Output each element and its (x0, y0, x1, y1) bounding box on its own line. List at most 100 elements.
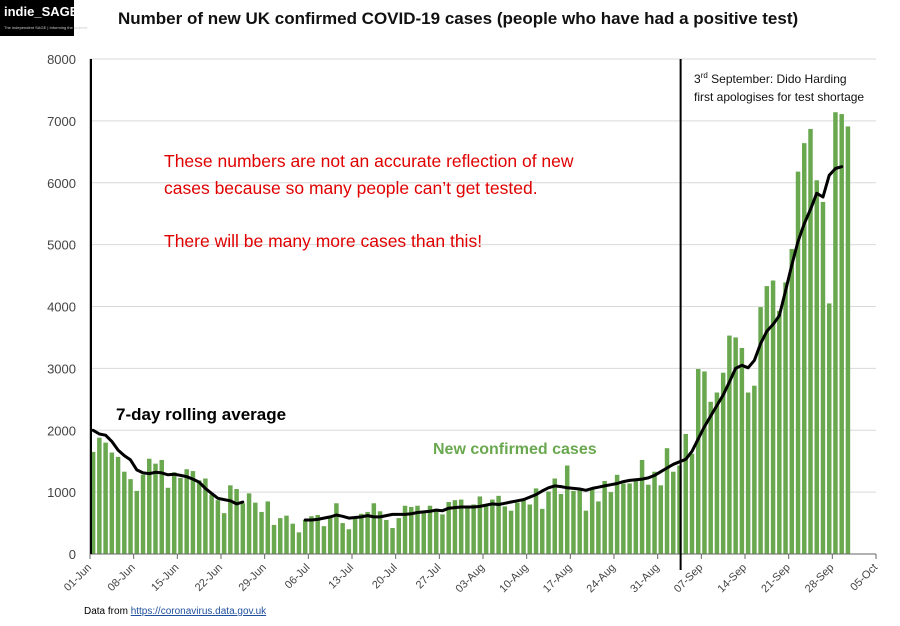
case-bar (521, 499, 526, 554)
case-bar (646, 484, 651, 554)
case-bar (652, 471, 657, 554)
case-bar (221, 513, 227, 554)
case-bar (421, 510, 426, 554)
case-bar (677, 465, 682, 554)
y-tick-label-0: 0 (69, 547, 76, 562)
x-tick-label: 06-Jul (283, 562, 313, 592)
y-tick-label-5000: 5000 (47, 238, 76, 253)
case-bar (695, 368, 701, 554)
case-bar (614, 474, 620, 554)
case-bar (115, 456, 121, 554)
data-source: Data from https://coronavirus.data.gov.u… (84, 606, 266, 617)
x-tick-label: 21-Sep (759, 562, 793, 596)
case-bar (583, 510, 589, 554)
case-bar (802, 143, 807, 554)
indie-sage-logo: indie_SAGE The independent SAGE | Inform… (0, 0, 88, 36)
case-bar (446, 502, 451, 554)
warning-line-2: cases because so many people can’t get t… (164, 178, 538, 198)
case-bar (134, 490, 140, 554)
case-bar (589, 488, 595, 554)
case-bar (290, 523, 295, 554)
case-bar (396, 518, 402, 554)
x-tick-label: 17-Aug (541, 562, 575, 596)
logo-name: indie_SAGE (4, 4, 79, 19)
case-bar (702, 371, 707, 554)
case-bar (471, 504, 476, 554)
case-bar (720, 372, 726, 554)
case-bar (783, 282, 788, 554)
case-bar (321, 526, 327, 554)
x-tick-label: 28-Sep (803, 562, 837, 596)
case-bar (633, 480, 639, 554)
case-bar (128, 479, 133, 554)
event-day: 3 (694, 72, 701, 86)
y-tick-label-3000: 3000 (47, 361, 76, 376)
case-bar (826, 303, 832, 554)
x-tick-label: 08-Jun (106, 562, 138, 594)
case-bar (533, 488, 539, 554)
source-link[interactable]: https://coronavirus.data.gov.uk (130, 606, 267, 617)
case-bar (402, 505, 408, 554)
case-bar (658, 485, 664, 554)
case-bar (153, 463, 158, 554)
case-bar (265, 501, 271, 554)
case-bars (90, 112, 851, 555)
x-tick-label: 24-Aug (585, 562, 619, 596)
case-bar (346, 529, 352, 554)
case-bar (203, 478, 208, 554)
rolling-average-label: 7-day rolling average (116, 405, 286, 424)
x-tick-label: 27-Jul (414, 562, 444, 592)
case-bar (552, 478, 557, 554)
x-tick-label: 22-Jun (193, 562, 225, 594)
case-bar (440, 514, 445, 554)
case-bar (359, 513, 364, 554)
case-bar (184, 469, 189, 554)
case-bar (758, 307, 763, 554)
case-bar (190, 471, 196, 554)
case-bar (671, 471, 676, 554)
case-bar (259, 511, 264, 554)
case-bar (664, 448, 670, 554)
case-bar (209, 494, 214, 554)
x-tick-label: 01-Jun (62, 562, 94, 594)
case-bar (427, 505, 433, 554)
case-bar (770, 280, 776, 554)
case-bar (253, 502, 258, 554)
case-bar (90, 451, 96, 554)
case-bar (228, 485, 233, 554)
y-tick-label-4000: 4000 (47, 300, 76, 315)
case-bar (171, 472, 177, 554)
x-tick-label: 31-Aug (628, 562, 662, 596)
x-tick-label: 07-Sep (672, 562, 706, 596)
case-bar (178, 477, 183, 554)
warning-line-1: These numbers are not an accurate reflec… (164, 151, 574, 171)
source-prefix: Data from (84, 606, 131, 617)
case-bar (334, 503, 339, 554)
rolling-average-lines (91, 165, 844, 522)
case-bar (745, 392, 751, 554)
case-bar (140, 474, 146, 554)
y-tick-label-7000: 7000 (47, 114, 76, 129)
rolling-average-line-1 (91, 428, 245, 506)
x-tick-label: 15-Jun (149, 562, 181, 594)
case-bar (296, 532, 302, 554)
y-tick-label-2000: 2000 (47, 423, 76, 438)
case-bar (452, 500, 458, 554)
case-bar (508, 510, 514, 554)
case-bar (795, 171, 801, 555)
case-bar (122, 471, 127, 554)
case-bar (571, 490, 576, 554)
case-bar (371, 503, 377, 554)
event-ordinal: rd (701, 71, 708, 80)
case-bar (147, 458, 152, 554)
case-bar (564, 465, 570, 554)
event-text: September: Dido Harding (708, 72, 847, 86)
warning-line-3: There will be many more cases than this! (164, 231, 482, 251)
logo-tagline: The independent SAGE | Informing the sci… (4, 25, 88, 30)
case-bar (808, 128, 813, 554)
case-bar (608, 492, 614, 554)
case-bar (789, 248, 795, 555)
case-bar (683, 433, 688, 554)
case-bar (527, 504, 533, 554)
case-bar (602, 480, 607, 554)
